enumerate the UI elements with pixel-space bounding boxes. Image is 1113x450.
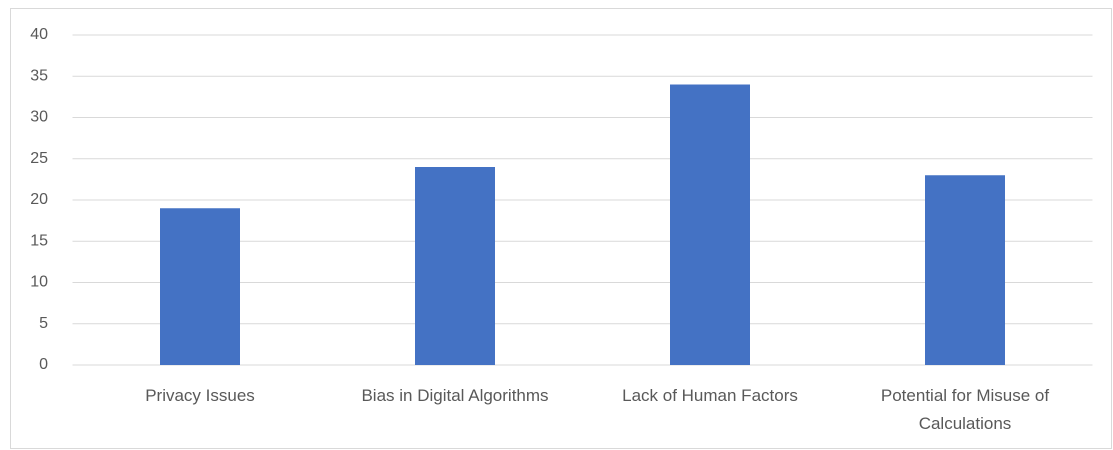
bar: [670, 84, 750, 365]
y-tick-label: 10: [30, 274, 48, 291]
x-tick-label: Privacy Issues: [145, 386, 255, 405]
y-tick-label: 40: [30, 26, 48, 43]
y-tick-label: 15: [30, 232, 48, 249]
x-tick-label: Bias in Digital Algorithms: [361, 386, 549, 405]
bar: [415, 167, 495, 365]
y-tick-label: 25: [30, 150, 48, 167]
y-tick-label: 20: [30, 191, 48, 208]
y-tick-label: 5: [39, 315, 48, 332]
y-tick-label: 30: [30, 109, 48, 126]
bar: [925, 175, 1005, 365]
chart-frame: [10, 8, 1112, 449]
x-tick-label: Lack of Human Factors: [622, 386, 798, 405]
y-tick-label: 0: [39, 356, 48, 373]
y-tick-label: 35: [30, 67, 48, 84]
x-tick-label: Potential for Misuse of Calculations: [880, 386, 1050, 433]
bar: [160, 208, 240, 365]
